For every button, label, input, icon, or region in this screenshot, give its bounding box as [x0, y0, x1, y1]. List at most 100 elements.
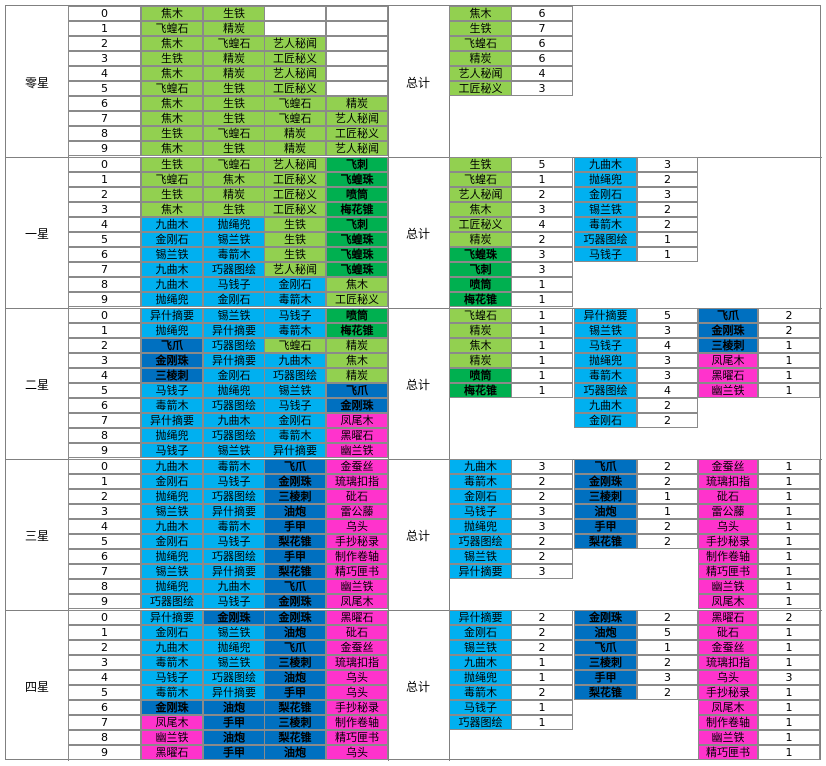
material-cell: 焦木 — [326, 353, 388, 368]
total-material-count: 3 — [637, 323, 698, 338]
material-cell: 金刚珠 — [141, 700, 203, 715]
total-material-name: 毒箭木 — [449, 685, 512, 700]
row-index: 3 — [68, 655, 141, 670]
material-cell: 艺人秘闻 — [264, 66, 326, 81]
material-cell: 金刚石 — [141, 534, 203, 549]
material-cell: 幽兰铁 — [141, 730, 203, 745]
material-cell: 制作卷轴 — [326, 549, 388, 564]
total-material-count: 2 — [637, 398, 698, 413]
total-material-count: 2 — [637, 202, 698, 217]
material-cell: 精炭 — [326, 338, 388, 353]
total-material-count: 1 — [511, 277, 573, 292]
material-cell: 精炭 — [203, 66, 265, 81]
total-material-name: 焦木 — [449, 338, 512, 353]
material-cell: 梨花锥 — [264, 564, 326, 579]
total-material-name: 乌头 — [698, 670, 758, 685]
row-index: 1 — [68, 323, 141, 338]
total-material-count: 1 — [511, 670, 573, 685]
row-index: 0 — [68, 308, 141, 323]
total-material-count: 1 — [758, 685, 820, 700]
total-material-name: 抛绳兜 — [574, 353, 637, 368]
material-cell: 精炭 — [326, 368, 388, 383]
row-index: 7 — [68, 564, 141, 579]
total-material-count: 1 — [511, 353, 573, 368]
total-material-count: 2 — [758, 308, 820, 323]
material-cell: 手抄秘录 — [326, 700, 388, 715]
material-cell: 梨花锥 — [264, 730, 326, 745]
total-material-name: 锡兰铁 — [449, 640, 512, 655]
total-material-count: 2 — [637, 685, 698, 700]
total-material-count: 1 — [637, 232, 698, 247]
row-index: 2 — [68, 36, 141, 51]
total-material-count: 1 — [758, 579, 820, 594]
material-cell: 油炮 — [264, 670, 326, 685]
total-material-count: 3 — [511, 247, 573, 262]
row-index: 8 — [68, 579, 141, 594]
material-cell: 毒箭木 — [264, 428, 326, 443]
total-material-name: 琉璃扣指 — [698, 474, 758, 489]
row-index: 4 — [68, 670, 141, 685]
material-cell: 飞蝗石 — [141, 21, 203, 36]
total-material-name: 金刚珠 — [698, 323, 758, 338]
row-index: 9 — [68, 745, 141, 760]
total-material-count: 4 — [511, 66, 573, 81]
material-cell: 精巧匣书 — [326, 730, 388, 745]
total-material-count: 3 — [511, 564, 573, 579]
total-material-count: 3 — [511, 262, 573, 277]
material-cell: 九曲木 — [141, 640, 203, 655]
material-cell: 巧器图绘 — [203, 549, 265, 564]
total-material-count: 2 — [511, 549, 573, 564]
total-label: 总计 — [405, 75, 430, 90]
total-material-name: 锡兰铁 — [449, 549, 512, 564]
material-cell: 黑曜石 — [326, 428, 388, 443]
total-material-count: 1 — [637, 247, 698, 262]
material-cell: 九曲木 — [141, 262, 203, 277]
total-material-name: 金刚石 — [574, 187, 637, 202]
material-cell: 飞蝗石 — [141, 172, 203, 187]
total-material-name: 金刚石 — [449, 625, 512, 640]
row-index: 2 — [68, 187, 141, 202]
star-level-label: 三星 — [24, 528, 49, 543]
total-material-name: 生铁 — [449, 21, 512, 36]
row-index: 0 — [68, 610, 141, 625]
total-material-name: 三棱刺 — [574, 655, 637, 670]
material-cell: 砒石 — [326, 489, 388, 504]
row-index: 3 — [68, 202, 141, 217]
total-material-count: 3 — [637, 157, 698, 172]
material-cell: 生铁 — [203, 202, 265, 217]
total-material-count: 1 — [511, 323, 573, 338]
total-material-name: 喷筒 — [449, 277, 512, 292]
material-cell — [326, 6, 388, 21]
total-material-count: 1 — [511, 292, 573, 307]
total-material-count: 2 — [637, 655, 698, 670]
material-cell: 锡兰铁 — [141, 247, 203, 262]
total-material-name: 砒石 — [698, 625, 758, 640]
material-cell: 精炭 — [264, 141, 326, 156]
row-index: 3 — [68, 353, 141, 368]
material-cell: 马钱子 — [141, 670, 203, 685]
material-cell: 生铁 — [203, 6, 265, 21]
total-material-name: 精炭 — [449, 51, 512, 66]
row-index: 5 — [68, 534, 141, 549]
material-cell: 异什摘要 — [203, 685, 265, 700]
total-material-name: 金刚珠 — [574, 610, 637, 625]
total-material-name: 手甲 — [574, 519, 637, 534]
total-material-name: 黑曜石 — [698, 610, 758, 625]
material-cell: 飞蝗珠 — [326, 172, 388, 187]
material-cell: 焦木 — [141, 6, 203, 21]
total-material-count: 1 — [511, 655, 573, 670]
row-index: 5 — [68, 232, 141, 247]
material-cell: 梨花锥 — [264, 534, 326, 549]
material-cell — [264, 21, 326, 36]
row-index: 3 — [68, 51, 141, 66]
material-cell: 飞蝗石 — [141, 81, 203, 96]
total-material-name: 九曲木 — [449, 655, 512, 670]
material-cell: 抛绳兜 — [141, 579, 203, 594]
material-cell: 焦木 — [141, 36, 203, 51]
row-index: 9 — [68, 292, 141, 307]
row-index: 1 — [68, 21, 141, 36]
total-material-count: 1 — [758, 625, 820, 640]
total-material-name: 异什摘要 — [449, 610, 512, 625]
material-cell: 梨花锥 — [264, 700, 326, 715]
material-cell: 毒箭木 — [264, 323, 326, 338]
